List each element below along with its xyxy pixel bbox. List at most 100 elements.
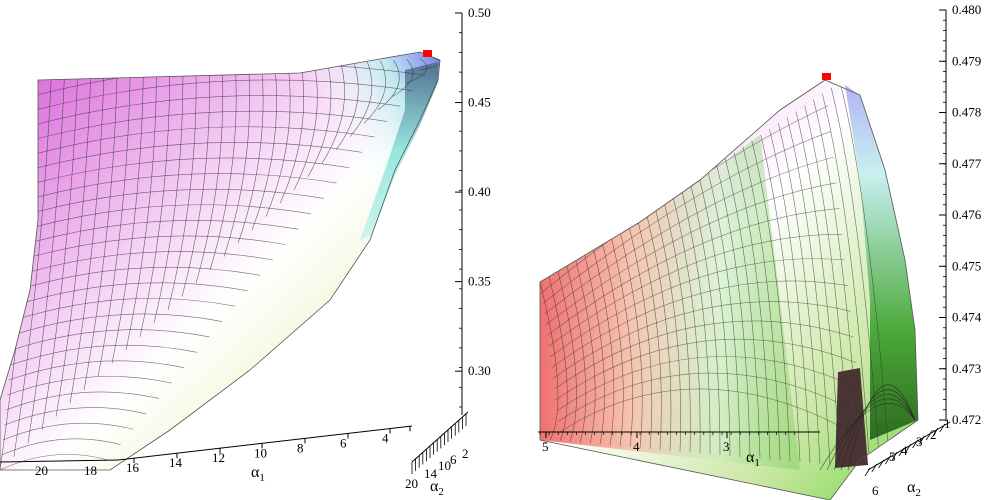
y-tick-right — [891, 451, 898, 461]
surface-right — [539, 79, 919, 500]
mesh-line — [558, 372, 863, 422]
z-tick-label-left: 0.40 — [468, 184, 491, 199]
x-tick-label-left: 18 — [84, 463, 97, 478]
mesh-line — [321, 63, 345, 164]
mesh-line — [20, 235, 286, 261]
x-tick-label-left: 12 — [212, 450, 225, 465]
mesh-line — [645, 211, 672, 451]
mesh-line — [592, 246, 615, 446]
mesh-line — [680, 187, 711, 455]
y-tick-label-left: 10 — [438, 458, 451, 473]
mesh-line — [33, 95, 400, 126]
y-tick-label-left: 6 — [450, 452, 457, 467]
mesh-line — [167, 71, 197, 311]
mesh-line — [546, 208, 840, 336]
mesh-line — [27, 78, 65, 444]
mesh-line — [847, 384, 916, 471]
maximum-marker-left — [423, 50, 432, 57]
mesh-line — [14, 298, 235, 321]
mesh-line — [111, 74, 144, 364]
z-tick-label-right: 0.472 — [952, 412, 981, 427]
mesh-line — [265, 66, 291, 217]
y-tick-right — [878, 459, 884, 469]
mesh-line — [29, 142, 362, 171]
z-tick-label-right: 0.478 — [952, 105, 981, 120]
mesh-line — [349, 61, 373, 137]
mesh-line — [5, 391, 159, 411]
y-tick-label-right: 5 — [889, 449, 896, 464]
mesh-line — [21, 220, 299, 246]
z-tick-label-right: 0.479 — [952, 53, 981, 68]
y-tick-right — [864, 467, 871, 477]
mesh-line — [209, 68, 237, 271]
mesh-line — [307, 63, 332, 177]
x-tick-label-right: 3 — [723, 439, 730, 454]
mesh-line — [251, 66, 277, 231]
surface-right-mesh — [540, 81, 916, 471]
mesh-line — [83, 75, 118, 391]
x-tick-label-left: 10 — [254, 445, 267, 460]
y-tick-label-left: 2 — [462, 446, 469, 461]
mesh-line — [69, 76, 105, 404]
mesh-line — [7, 376, 172, 396]
mesh-line — [542, 131, 831, 304]
y-tick-label-right: 1 — [944, 416, 951, 431]
z-axis-left: 0.50 0.45 0.40 0.35 0.30 — [455, 5, 491, 415]
mesh-line — [654, 205, 681, 452]
mesh-line — [30, 126, 375, 156]
mesh-line — [555, 338, 857, 401]
mesh-line — [663, 199, 691, 453]
mesh-line — [556, 356, 860, 411]
x-axis-left-title: α1 — [251, 464, 265, 484]
x-tick-label-right: 4 — [633, 439, 640, 454]
x-tick-label-left: 8 — [297, 440, 304, 455]
plot-left: 0.500.450.400.350.30 20 18 16 14 12 10 8 6 4 α1 … — [0, 5, 491, 498]
mesh-line — [8, 360, 185, 381]
y-tick-label-right: 2 — [930, 427, 937, 442]
surface-left — [0, 51, 441, 471]
mesh-line — [41, 77, 78, 431]
y-tick-label-right: 4 — [901, 443, 908, 458]
mesh-line — [707, 170, 741, 457]
mesh-line — [35, 79, 413, 111]
mesh-line — [813, 99, 861, 468]
mesh-line — [1, 438, 121, 456]
y-tick-right — [898, 447, 905, 457]
mesh-line — [405, 58, 428, 84]
mesh-line — [698, 176, 731, 456]
mesh-line — [13, 313, 223, 336]
mesh-line — [11, 329, 210, 351]
z-tick-label-right: 0.476 — [952, 207, 982, 222]
mesh-line — [557, 270, 577, 442]
surface-left-mesh — [0, 57, 440, 470]
z-tick-label-right: 0.475 — [952, 258, 981, 273]
x-tick-label-right: 5 — [542, 439, 549, 454]
mesh-line — [839, 81, 891, 471]
y-tick-label-left: 20 — [405, 476, 418, 491]
z-axis-right: 0.480 0.479 0.478 0.477 0.476 0.475 0.474 0.473… — [939, 2, 982, 427]
x-tick-label-left: 4 — [382, 431, 389, 446]
x-tick-label-left: 14 — [169, 455, 183, 470]
mesh-line — [804, 105, 851, 467]
mesh-line — [559, 388, 866, 441]
y-tick-right — [871, 463, 878, 473]
y-tick-label-right: 3 — [916, 434, 923, 449]
mesh-line — [636, 217, 662, 450]
mesh-line — [566, 264, 587, 443]
mesh-line — [544, 156, 834, 315]
mesh-line — [27, 157, 350, 186]
mesh-line — [181, 70, 210, 297]
mesh-line — [833, 393, 916, 471]
z-tick-label-right: 0.473 — [952, 361, 981, 376]
mesh-line — [335, 62, 359, 151]
mesh-line — [795, 111, 841, 466]
y-tick-label-left: 14 — [424, 466, 438, 481]
mesh-line — [125, 73, 157, 351]
mesh-line — [549, 258, 846, 358]
mesh-line — [32, 110, 388, 141]
mesh-line — [23, 204, 312, 231]
mesh-line — [716, 164, 751, 458]
x-axis-right: 5 4 3 α1 — [538, 431, 820, 469]
mesh-line — [15, 282, 248, 306]
